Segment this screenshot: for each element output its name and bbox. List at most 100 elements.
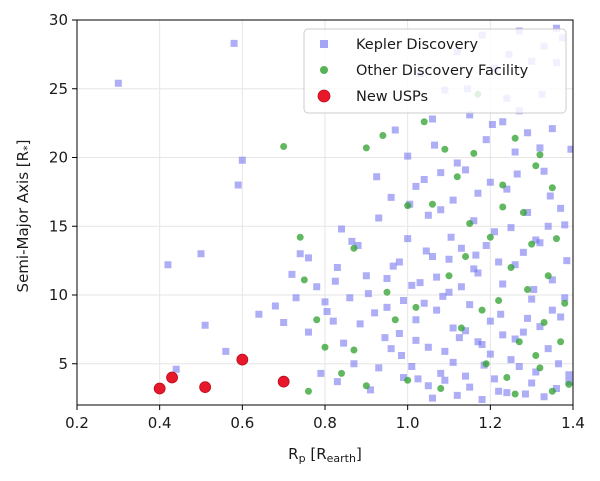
kepler-point xyxy=(478,341,486,348)
series-1 xyxy=(280,90,573,398)
other-facility-point xyxy=(453,173,461,181)
kepler-point xyxy=(230,39,238,47)
kepler-point xyxy=(366,386,374,394)
x-axis-label: Rp [Rearth] xyxy=(288,445,362,465)
kepler-point xyxy=(280,319,288,326)
kepler-point xyxy=(511,335,519,343)
other-facility-point xyxy=(280,143,288,150)
y-tick-label: 15 xyxy=(49,217,68,235)
kepler-point xyxy=(395,258,403,266)
kepler-point xyxy=(503,389,511,397)
other-facility-point xyxy=(457,324,465,332)
y-tick-label: 20 xyxy=(49,149,68,167)
kepler-point xyxy=(462,327,470,335)
kepler-point xyxy=(238,156,246,164)
other-facility-point xyxy=(362,144,370,152)
kepler-point xyxy=(499,280,507,288)
kepler-point xyxy=(457,283,465,291)
other-facility-point xyxy=(478,306,486,314)
y-tick-label: 10 xyxy=(49,286,68,304)
other-facility-point xyxy=(544,272,552,280)
kepler-point xyxy=(497,310,505,318)
kepler-point xyxy=(201,321,209,329)
kepler-point xyxy=(462,372,470,380)
kepler-point xyxy=(519,248,527,256)
legend-label-kepler: Kepler Discovery xyxy=(356,37,478,53)
kepler-point xyxy=(412,336,420,344)
kepler-point xyxy=(486,350,494,358)
other-facility-point xyxy=(428,200,436,208)
legend-marker-new-usps xyxy=(317,89,331,103)
other-facility-point xyxy=(511,390,519,398)
kepler-point xyxy=(540,167,548,175)
kepler-point xyxy=(408,363,416,370)
kepler-point xyxy=(356,320,364,328)
kepler-point xyxy=(391,126,399,134)
kepler-point xyxy=(552,24,560,32)
kepler-point xyxy=(428,115,436,123)
legend: Kepler Discovery Other Discovery Facilit… xyxy=(303,28,567,114)
x-tick-label: 0.6 xyxy=(230,414,254,432)
new-usp-point xyxy=(199,381,212,394)
other-facility-point xyxy=(404,202,412,210)
kepler-point xyxy=(439,292,447,300)
kepler-point xyxy=(544,345,552,353)
kepler-point xyxy=(486,178,494,186)
new-usp-point xyxy=(166,371,178,384)
kepler-point xyxy=(511,148,519,156)
other-facility-point xyxy=(300,276,308,284)
kepler-point xyxy=(333,264,341,271)
kepler-point xyxy=(350,360,358,368)
other-facility-point xyxy=(350,244,358,252)
kepler-point xyxy=(499,118,507,126)
other-facility-point xyxy=(391,316,399,324)
x-tick-label: 1.4 xyxy=(561,414,585,432)
kepler-point xyxy=(383,275,391,282)
kepler-point xyxy=(424,211,432,219)
kepler-point xyxy=(482,136,490,144)
kepler-point xyxy=(420,299,428,307)
other-facility-point xyxy=(313,316,321,324)
kepler-point xyxy=(437,169,445,177)
kepler-point xyxy=(373,173,381,181)
other-facility-point xyxy=(296,233,304,241)
kepler-point xyxy=(455,334,463,342)
kepler-point xyxy=(466,383,474,391)
kepler-point xyxy=(412,182,420,190)
other-facility-point xyxy=(528,240,536,248)
other-facility-point xyxy=(536,364,544,372)
kepler-point xyxy=(486,317,494,325)
other-facility-point xyxy=(404,376,412,384)
other-facility-point xyxy=(486,233,494,241)
kepler-point xyxy=(420,176,428,183)
other-facility-point xyxy=(561,299,569,307)
kepler-point xyxy=(470,217,478,225)
other-facility-point xyxy=(466,220,474,227)
kepler-point xyxy=(354,242,362,249)
other-facility-point xyxy=(511,134,519,142)
kepler-point xyxy=(375,214,383,222)
other-facility-point xyxy=(379,132,387,139)
kepler-point xyxy=(255,310,263,318)
kepler-point xyxy=(445,255,453,263)
kepler-point xyxy=(397,352,405,359)
kepler-point xyxy=(416,279,424,287)
other-facility-point xyxy=(412,303,420,311)
kepler-point xyxy=(474,338,482,346)
y-axis-label: Semi-Major Axis [R*] xyxy=(14,140,34,293)
kepler-point xyxy=(528,295,536,303)
kepler-point xyxy=(313,283,321,291)
kepler-point xyxy=(331,277,339,285)
kepler-point xyxy=(346,294,354,302)
kepler-point xyxy=(114,79,122,87)
x-tick-label: 1.2 xyxy=(478,414,502,432)
kepler-point xyxy=(521,390,529,398)
kepler-point xyxy=(431,141,439,149)
kepler-point xyxy=(532,236,540,244)
kepler-point xyxy=(449,196,457,204)
kepler-point xyxy=(557,313,565,321)
kepler-point xyxy=(371,309,379,317)
new-usp-point xyxy=(236,353,249,366)
kepler-point xyxy=(400,374,408,381)
kepler-point xyxy=(400,297,408,304)
